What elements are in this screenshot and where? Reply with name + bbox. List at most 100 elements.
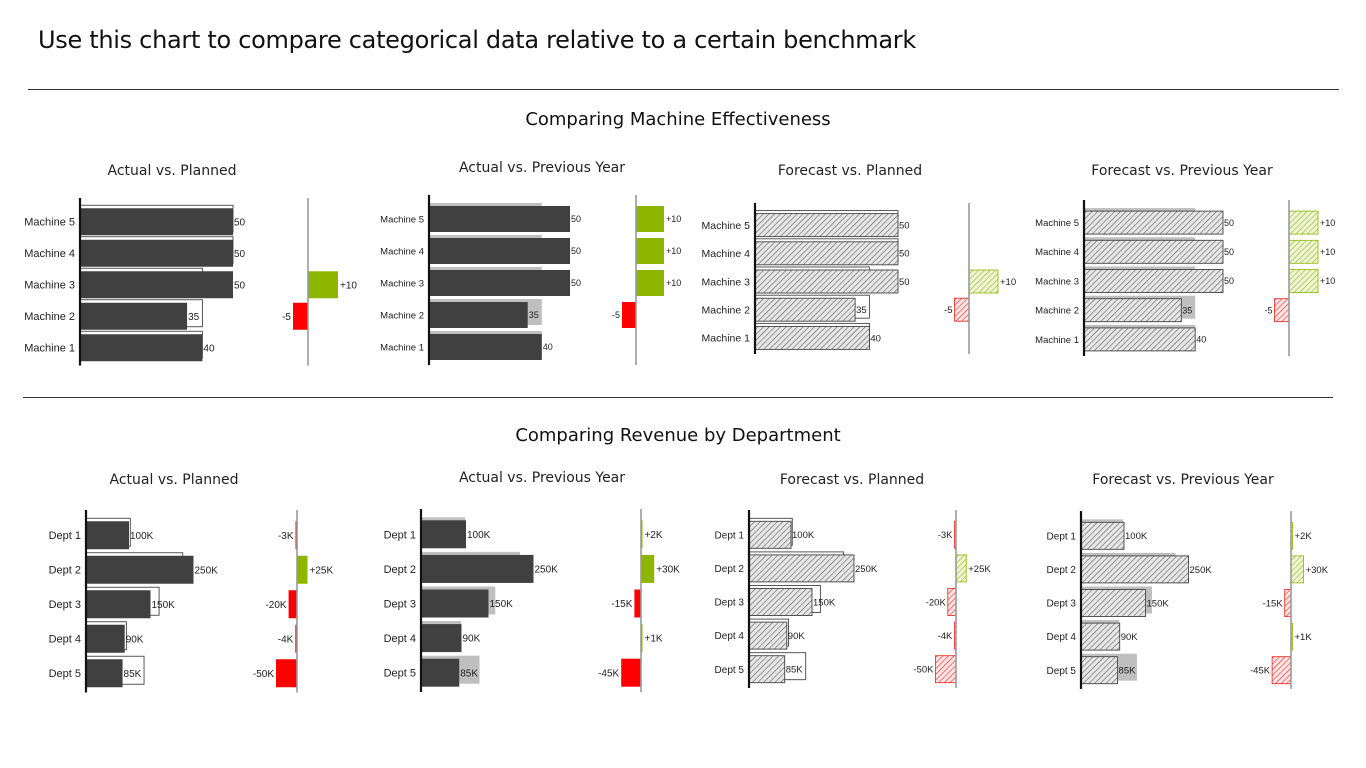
value-label: 85K (124, 669, 142, 680)
panel-title-revenue-avp: Actual vs. Planned (109, 472, 239, 488)
section-title-machine: Comparing Machine Effectiveness (525, 109, 831, 130)
value-label: 50 (899, 277, 910, 288)
value-label: 50 (899, 221, 910, 232)
category-label: Dept 2 (384, 564, 416, 576)
value-bar (1083, 210, 1224, 235)
variance-bar (1290, 555, 1305, 584)
category-label: Dept 3 (49, 599, 81, 611)
variance-bar (935, 655, 957, 684)
variance-label: +1K (1295, 632, 1313, 643)
section-title-revenue: Comparing Revenue by Department (515, 425, 841, 446)
category-label: Machine 5 (702, 220, 751, 232)
value-label: 35 (1182, 305, 1192, 315)
value-label: 150K (490, 599, 514, 610)
variance-label: -20K (926, 597, 947, 608)
value-bar (80, 302, 188, 330)
value-label: 100K (467, 530, 491, 541)
value-label: 50 (1224, 247, 1234, 257)
category-label: Dept 4 (384, 633, 416, 645)
value-bar (1083, 269, 1224, 293)
variance-label: +10 (666, 246, 681, 256)
value-bar (1083, 239, 1224, 264)
variance-bar (641, 554, 655, 583)
value-bar (421, 589, 489, 618)
value-label: 250K (855, 564, 878, 575)
category-label: Machine 2 (24, 311, 75, 323)
value-label: 50 (571, 278, 581, 288)
variance-bar (636, 206, 664, 232)
variance-bar (1288, 239, 1319, 264)
value-label: 50 (899, 249, 910, 260)
panel-title-machine-fvp: Forecast vs. Planned (777, 163, 923, 179)
category-label: Machine 2 (702, 304, 751, 316)
value-label: 50 (1224, 276, 1234, 286)
value-label: 50 (234, 249, 246, 260)
category-label: Machine 3 (380, 278, 424, 289)
category-label: Dept 3 (715, 598, 745, 609)
value-bar (429, 302, 528, 328)
category-label: Machine 1 (702, 333, 751, 345)
value-bar (754, 297, 856, 322)
variance-label: -15K (1263, 598, 1284, 609)
category-label: Dept 5 (1047, 666, 1077, 677)
machine-actual-vs-planned-chart: Machine 5 50 Machine 4 50 Machine 3 50 +10 Mach… (24, 198, 357, 366)
value-label: 90K (788, 631, 806, 642)
category-label: Dept 4 (1047, 632, 1077, 643)
category-label: Dept 1 (49, 530, 81, 542)
variance-label: -15K (611, 599, 632, 610)
panel-title-revenue-avpy: Actual vs. Previous Year (458, 470, 626, 486)
value-bar (754, 269, 899, 294)
variance-bar (634, 589, 641, 618)
value-bar (1083, 298, 1182, 323)
variance-label: -4K (938, 631, 953, 642)
value-bar (748, 588, 813, 616)
value-label: 90K (463, 634, 481, 645)
variance-bar (955, 554, 967, 583)
revenue-actual-vs-planned-chart: Dept 1 100K -3K Dept 2 250K +25K Dept 3 150K -20… (49, 510, 333, 693)
value-bar (429, 238, 570, 264)
variance-label: -4K (278, 634, 294, 645)
variance-bar (308, 271, 338, 299)
value-label: 40 (203, 343, 215, 354)
value-bar (429, 334, 542, 360)
variance-label: +30K (656, 565, 680, 576)
value-bar (754, 241, 899, 266)
variance-label: -20K (265, 600, 286, 611)
value-bar (421, 658, 460, 687)
variance-bar (1271, 656, 1292, 685)
variance-label: +2K (645, 530, 663, 541)
variance-bar (636, 270, 664, 296)
category-label: Machine 5 (24, 217, 75, 229)
variance-bar (297, 555, 308, 584)
value-bar (86, 555, 194, 584)
value-bar (421, 520, 466, 549)
category-label: Machine 1 (1035, 335, 1079, 346)
category-label: Dept 2 (715, 564, 745, 575)
category-label: Dept 3 (384, 598, 416, 610)
panel-title-revenue-fvp: Forecast vs. Planned (779, 472, 925, 488)
variance-label: -5 (282, 312, 291, 323)
variance-label: +1K (645, 634, 663, 645)
value-bar (1080, 589, 1146, 617)
value-label: 50 (234, 217, 246, 228)
revenue-actual-vs-previous-year-chart: Dept 1 100K +2K Dept 2 250K +30K Dept 3 150K -15… (384, 509, 680, 692)
panel-title-machine-fvpy: Forecast vs. Previous Year (1091, 163, 1273, 179)
value-label: 50 (1224, 218, 1234, 228)
category-label: Dept 4 (715, 631, 745, 642)
value-bar (86, 659, 123, 688)
category-label: Dept 1 (715, 530, 745, 541)
value-label: 250K (535, 565, 559, 576)
category-label: Machine 4 (1035, 247, 1079, 258)
value-bar (1080, 555, 1189, 584)
value-bar (1080, 622, 1121, 651)
value-label: 40 (543, 342, 553, 352)
category-label: Dept 5 (49, 668, 81, 680)
variance-label: +25K (968, 564, 991, 575)
variance-label: -45K (1250, 666, 1271, 677)
category-label: Machine 4 (380, 246, 424, 257)
category-label: Machine 2 (1035, 306, 1079, 317)
machine-forecast-vs-previous-year-chart: Machine 5 50 +10 Machine 4 50 +10 Machine 3 50 +… (1035, 200, 1335, 356)
panel-title-machine-avpy: Actual vs. Previous Year (458, 160, 626, 176)
category-label: Machine 2 (380, 310, 424, 321)
value-bar (80, 271, 233, 299)
